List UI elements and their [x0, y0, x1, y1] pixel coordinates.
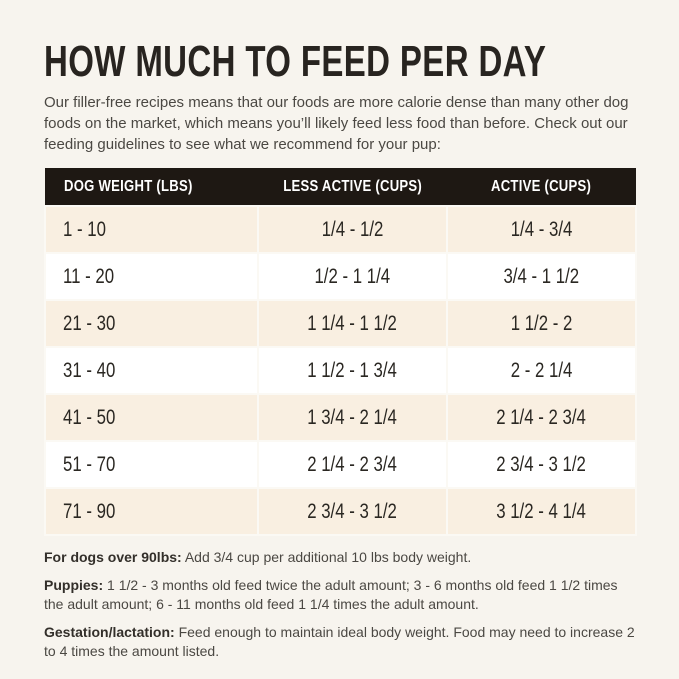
table-row: 21 - 30 1 1/4 - 1 1/2 1 1/2 - 2 [44, 299, 638, 348]
table-row: 51 - 70 2 1/4 - 2 3/4 2 3/4 - 3 1/2 [44, 440, 638, 489]
column-header-dog-weight: DOG WEIGHT (LBS) [45, 168, 258, 206]
cell-weight: 51 - 70 [44, 440, 259, 489]
column-header-less-active: LESS ACTIVE (CUPS) [257, 168, 447, 206]
cell-active: 3 1/2 - 4 1/4 [445, 487, 638, 536]
cell-less-active: 2 3/4 - 3 1/2 [256, 487, 448, 536]
column-header-active: ACTIVE (CUPS) [446, 168, 636, 206]
note-gestation-lactation: Gestation/lactation: Feed enough to main… [44, 623, 640, 661]
table-header-row: DOG WEIGHT (LBS) LESS ACTIVE (CUPS) ACTI… [45, 168, 636, 206]
cell-less-active: 2 1/4 - 2 3/4 [256, 440, 448, 489]
footnotes: For dogs over 90lbs: Add 3/4 cup per add… [44, 548, 640, 661]
cell-weight: 11 - 20 [44, 252, 259, 301]
cell-active: 2 - 2 1/4 [445, 346, 638, 395]
table-row: 1 - 10 1/4 - 1/2 1/4 - 3/4 [44, 205, 638, 254]
note-label: Gestation/lactation: [44, 624, 175, 640]
table-row: 71 - 90 2 3/4 - 3 1/2 3 1/2 - 4 1/4 [44, 487, 638, 536]
cell-active: 1 1/2 - 2 [445, 299, 638, 348]
cell-less-active: 1 3/4 - 2 1/4 [256, 393, 448, 442]
cell-less-active: 1/4 - 1/2 [256, 205, 448, 254]
cell-weight: 21 - 30 [44, 299, 259, 348]
page-title-text: HOW MUCH TO FEED PER DAY [44, 37, 547, 86]
note-text: Feed enough to maintain ideal body weigh… [44, 624, 635, 659]
feeding-guide-page: HOW MUCH TO FEED PER DAY Our filler-free… [44, 37, 640, 661]
cell-weight: 1 - 10 [44, 205, 259, 254]
note-text: Add 3/4 cup per additional 10 lbs body w… [184, 549, 472, 565]
cell-less-active: 1 1/2 - 1 3/4 [256, 346, 448, 395]
table-row: 11 - 20 1/2 - 1 1/4 3/4 - 1 1/2 [44, 252, 638, 301]
cell-active: 2 3/4 - 3 1/2 [445, 440, 638, 489]
note-text: 1 1/2 - 3 months old feed twice the adul… [44, 577, 618, 612]
table-row: 31 - 40 1 1/2 - 1 3/4 2 - 2 1/4 [44, 346, 638, 395]
note-label: For dogs over 90lbs: [44, 549, 182, 565]
page-title: HOW MUCH TO FEED PER DAY [44, 37, 637, 86]
cell-weight: 41 - 50 [44, 393, 259, 442]
cell-less-active: 1/2 - 1 1/4 [256, 252, 448, 301]
cell-less-active: 1 1/4 - 1 1/2 [256, 299, 448, 348]
cell-weight: 31 - 40 [44, 346, 259, 395]
cell-active: 1/4 - 3/4 [445, 205, 638, 254]
note-over-90lbs: For dogs over 90lbs: Add 3/4 cup per add… [44, 548, 640, 567]
table-body: 1 - 10 1/4 - 1/2 1/4 - 3/4 11 - 20 1/2 -… [44, 205, 638, 536]
cell-active: 2 1/4 - 2 3/4 [445, 393, 638, 442]
feeding-guide-table: DOG WEIGHT (LBS) LESS ACTIVE (CUPS) ACTI… [44, 168, 638, 536]
table-row: 41 - 50 1 3/4 - 2 1/4 2 1/4 - 2 3/4 [44, 393, 638, 442]
intro-paragraph: Our filler-free recipes means that our f… [44, 94, 629, 153]
note-puppies: Puppies: 1 1/2 - 3 months old feed twice… [44, 576, 640, 614]
cell-active: 3/4 - 1 1/2 [445, 252, 638, 301]
cell-weight: 71 - 90 [44, 487, 259, 536]
note-label: Puppies: [44, 577, 104, 593]
table-header: DOG WEIGHT (LBS) LESS ACTIVE (CUPS) ACTI… [45, 168, 636, 206]
